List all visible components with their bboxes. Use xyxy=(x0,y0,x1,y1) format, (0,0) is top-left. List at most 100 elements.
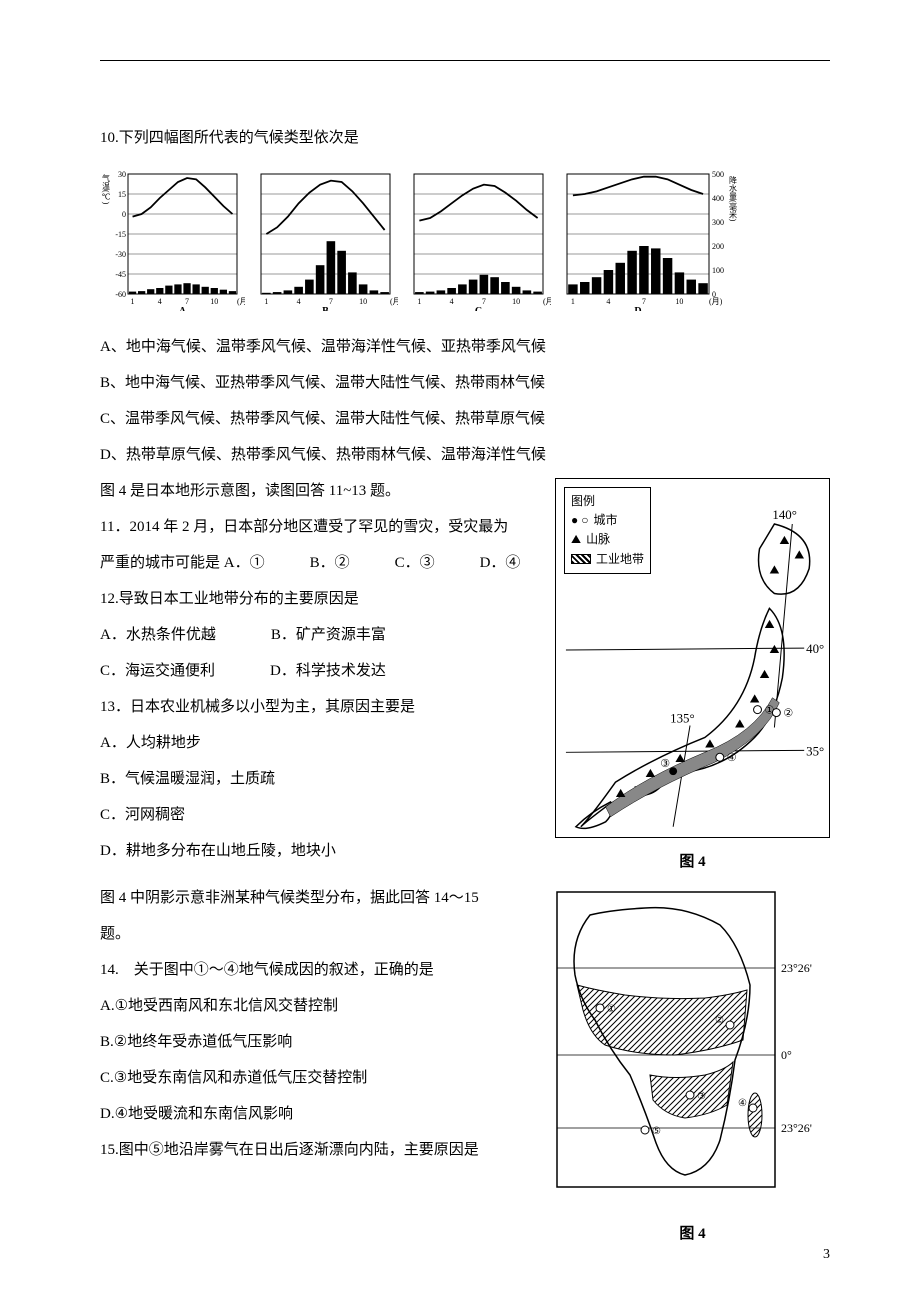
chart-c-svg: 14710(月)C xyxy=(406,166,551,311)
svg-text:-30: -30 xyxy=(115,250,126,259)
svg-text:(月): (月) xyxy=(543,297,551,306)
svg-text:降水量(毫米): 降水量(毫米) xyxy=(729,175,738,222)
svg-text:-60: -60 xyxy=(115,290,126,299)
q14-option-c: C.③地受东南信风和赤道低气压交替控制 xyxy=(100,1060,540,1096)
q12-option-c: C．海运交通便利 xyxy=(100,653,215,689)
svg-text:7: 7 xyxy=(329,297,333,306)
svg-text:4: 4 xyxy=(606,297,610,306)
q11-prompt: 11．2014 年 2 月，日本部分地区遭受了罕见的雪灾，受灾最为 xyxy=(100,509,540,545)
japan-map-container: 图例 ● ○ 城市 ⛰ 山脉 工业地带 140° xyxy=(555,473,830,880)
point-5 xyxy=(641,1126,649,1134)
svg-text:⛰: ⛰ xyxy=(645,766,655,780)
q12-options-row1: A．水热条件优越 B．矿产资源丰富 xyxy=(100,617,540,653)
svg-text:②: ② xyxy=(715,1015,724,1026)
svg-text:④: ④ xyxy=(727,752,737,764)
q13-option-c: C．河网稠密 xyxy=(100,797,540,833)
lat40-label: 40° xyxy=(806,642,824,656)
city-4-marker xyxy=(716,753,724,761)
svg-text:(月): (月) xyxy=(237,297,245,306)
q12-option-b: B．矿产资源丰富 xyxy=(271,617,386,653)
svg-text:A: A xyxy=(179,306,187,311)
svg-text:②: ② xyxy=(783,708,793,720)
q12-option-d: D．科学技术发达 xyxy=(270,653,386,689)
africa-map: 23°26' 0° 23°26' ① ② ③ ④ ⑤ xyxy=(555,890,830,1210)
svg-text:500: 500 xyxy=(712,170,724,179)
lat40-line xyxy=(566,648,804,650)
svg-text:1: 1 xyxy=(571,297,575,306)
africa-intro: 图 4 中阴影示意非洲某种气候类型分布，据此回答 14～15 xyxy=(100,880,540,916)
q15-prompt: 15.图中⑤地沿岸雾气在日出后逐渐漂向内陆，主要原因是 xyxy=(100,1132,540,1168)
japan-caption: 图 4 xyxy=(555,844,830,880)
svg-text:10: 10 xyxy=(359,297,367,306)
q14-option-d: D.④地受暖流和东南信风影响 xyxy=(100,1096,540,1132)
japan-text-column: 图 4 是日本地形示意图，读图回答 11~13 题。 11．2014 年 2 月… xyxy=(100,473,540,869)
svg-text:D: D xyxy=(634,306,641,311)
header-rule xyxy=(100,60,830,61)
svg-text:C: C xyxy=(475,306,482,311)
svg-text:4: 4 xyxy=(158,297,162,306)
q12-prompt: 12.导致日本工业地带分布的主要原因是 xyxy=(100,581,540,617)
svg-text:⛰: ⛰ xyxy=(705,736,715,750)
africa-intro-2: 题。 xyxy=(100,916,540,952)
svg-text:⛰: ⛰ xyxy=(794,548,804,562)
svg-text:(月): (月) xyxy=(390,297,398,306)
svg-text:⑤: ⑤ xyxy=(652,1126,661,1137)
q10-option-d: D、热带草原气候、热带季风气候、热带雨林气候、温带海洋性气候 xyxy=(100,437,830,473)
q10-option-c: C、温带季风气候、热带季风气候、温带大陆性气候、热带草原气候 xyxy=(100,401,830,437)
svg-text:4: 4 xyxy=(297,297,301,306)
svg-text:30: 30 xyxy=(118,170,126,179)
chart-d: 5004003002001000降水量(毫米)14710(月)D xyxy=(559,166,739,311)
svg-text:300: 300 xyxy=(712,218,724,227)
climate-charts: 30150-15-30-45-60气温(℃)14710(月)A 14710(月)… xyxy=(100,166,830,311)
lon140-label: 140° xyxy=(772,508,797,522)
q14-prompt: 14. 关于图中①～④地气候成因的叙述，正确的是 xyxy=(100,952,540,988)
svg-text:⛰: ⛰ xyxy=(760,667,770,681)
madagascar-shaded xyxy=(748,1093,762,1137)
page-number: 3 xyxy=(823,1238,830,1272)
africa-section: 图 4 中阴影示意非洲某种气候类型分布，据此回答 14～15 题。 14. 关于… xyxy=(100,880,830,1252)
africa-text-column: 图 4 中阴影示意非洲某种气候类型分布，据此回答 14～15 题。 14. 关于… xyxy=(100,880,540,1168)
savanna-south xyxy=(650,1062,733,1118)
lon135-label: 135° xyxy=(670,712,695,726)
q12-options-row2: C．海运交通便利 D．科学技术发达 xyxy=(100,653,540,689)
svg-text:4: 4 xyxy=(450,297,454,306)
q11-options: 严重的城市可能是 A．① B．② C．③ D．④ xyxy=(100,545,540,581)
svg-text:10: 10 xyxy=(210,297,218,306)
svg-text:⛰: ⛰ xyxy=(750,692,760,706)
svg-text:7: 7 xyxy=(185,297,189,306)
lat-equator-label: 0° xyxy=(781,1048,792,1062)
svg-text:1: 1 xyxy=(131,297,135,306)
q13-option-b: B．气候温暖湿润，土质疏 xyxy=(100,761,540,797)
svg-text:B: B xyxy=(322,306,329,311)
svg-text:⛰: ⛰ xyxy=(769,563,779,577)
svg-text:1: 1 xyxy=(264,297,268,306)
svg-text:⛰: ⛰ xyxy=(675,751,685,765)
q12-option-a: A．水热条件优越 xyxy=(100,617,216,653)
city-2-marker xyxy=(772,709,780,717)
svg-text:⛰: ⛰ xyxy=(769,642,779,656)
point-2 xyxy=(726,1021,734,1029)
point-1 xyxy=(596,1004,604,1012)
q14-option-a: A.①地受西南风和东北信风交替控制 xyxy=(100,988,540,1024)
svg-text:-45: -45 xyxy=(115,270,126,279)
africa-map-svg: 23°26' 0° 23°26' ① ② ③ ④ ⑤ xyxy=(555,890,830,1210)
q10-prompt: 10.下列四幅图所代表的气候类型依次是 xyxy=(100,120,830,156)
svg-text:7: 7 xyxy=(642,297,646,306)
lat-cancer-label: 23°26' xyxy=(781,961,812,975)
svg-text:(月): (月) xyxy=(709,297,723,306)
chart-b: 1 4 7 10 (月) B xyxy=(253,166,398,311)
svg-text:⛰: ⛰ xyxy=(764,617,774,631)
page-content: 10.下列四幅图所代表的气候类型依次是 30150-15-30-45-60气温(… xyxy=(100,120,830,1252)
chart-d-svg: 5004003002001000降水量(毫米)14710(月)D xyxy=(559,166,739,311)
svg-text:①: ① xyxy=(607,1004,616,1015)
svg-text:⛰: ⛰ xyxy=(779,533,789,547)
chart-a-svg: 30150-15-30-45-60气温(℃)14710(月)A xyxy=(100,166,245,311)
africa-caption: 图 4 xyxy=(555,1216,830,1252)
q10-option-b: B、地中海气候、亚热带季风气候、温带大陆性气候、热带雨林气候 xyxy=(100,365,830,401)
city-1-marker xyxy=(754,706,762,714)
lat-capricorn-label: 23°26' xyxy=(781,1121,812,1135)
svg-text:400: 400 xyxy=(712,194,724,203)
japan-map: 图例 ● ○ 城市 ⛰ 山脉 工业地带 140° xyxy=(555,478,830,838)
chart-a: 30150-15-30-45-60气温(℃)14710(月)A xyxy=(100,166,245,311)
lat35-label: 35° xyxy=(806,744,824,758)
